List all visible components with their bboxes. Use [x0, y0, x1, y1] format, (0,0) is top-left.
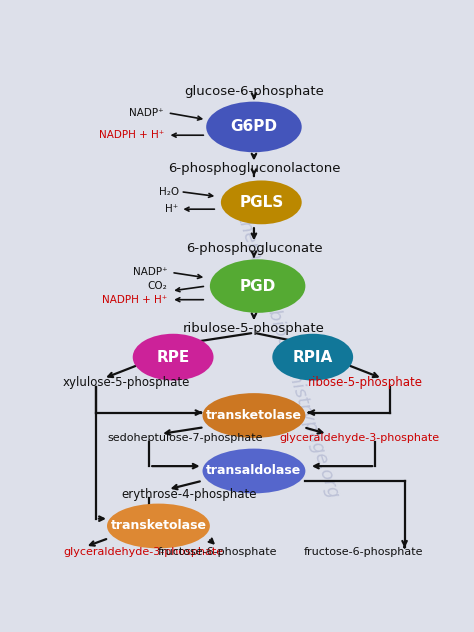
Text: ribulose-5-phosphate: ribulose-5-phosphate: [183, 322, 325, 336]
Text: NADPH + H⁺: NADPH + H⁺: [102, 295, 168, 305]
Text: NADPH + H⁺: NADPH + H⁺: [99, 130, 164, 140]
Text: glucose-6-phosphate: glucose-6-phosphate: [184, 85, 324, 98]
Text: PGLS: PGLS: [239, 195, 283, 210]
Ellipse shape: [272, 334, 353, 380]
Text: erythrose-4-phosphate: erythrose-4-phosphate: [122, 488, 257, 501]
Text: sedoheptulose-7-phosphate: sedoheptulose-7-phosphate: [107, 434, 263, 444]
Text: fructose-6-phosphate: fructose-6-phosphate: [303, 547, 423, 557]
Text: 6-phosphogluconate: 6-phosphogluconate: [186, 241, 322, 255]
Text: transketolase: transketolase: [206, 409, 302, 422]
Text: H₂O: H₂O: [158, 186, 179, 197]
Text: transaldolase: transaldolase: [206, 465, 301, 478]
Text: CO₂: CO₂: [148, 281, 168, 291]
Ellipse shape: [202, 393, 305, 438]
Ellipse shape: [210, 259, 305, 313]
Text: G6PD: G6PD: [230, 119, 277, 135]
Text: fructose-6-phosphate: fructose-6-phosphate: [157, 547, 277, 557]
Text: RPIA: RPIA: [292, 349, 333, 365]
Text: themedicalbiochemistrypage.org: themedicalbiochemistrypage.org: [233, 214, 341, 502]
Ellipse shape: [206, 102, 301, 152]
Text: NADP⁺: NADP⁺: [133, 267, 168, 277]
Text: H⁺: H⁺: [165, 204, 179, 214]
Ellipse shape: [221, 181, 301, 224]
Ellipse shape: [202, 449, 305, 494]
Text: glyceraldehyde-3-phosphate: glyceraldehyde-3-phosphate: [280, 434, 440, 444]
Text: RPE: RPE: [156, 349, 190, 365]
Text: transketolase: transketolase: [110, 520, 207, 533]
Text: 6-phosphogluconolactone: 6-phosphogluconolactone: [168, 162, 340, 175]
Ellipse shape: [107, 504, 210, 549]
Text: PGD: PGD: [239, 279, 276, 294]
Text: NADP⁺: NADP⁺: [129, 108, 164, 118]
Text: glyceraldehyde-3-phosphate: glyceraldehyde-3-phosphate: [63, 547, 223, 557]
Text: xylulose-5-phosphate: xylulose-5-phosphate: [63, 377, 190, 389]
Text: ribose-5-phosphate: ribose-5-phosphate: [308, 377, 423, 389]
Ellipse shape: [133, 334, 213, 380]
